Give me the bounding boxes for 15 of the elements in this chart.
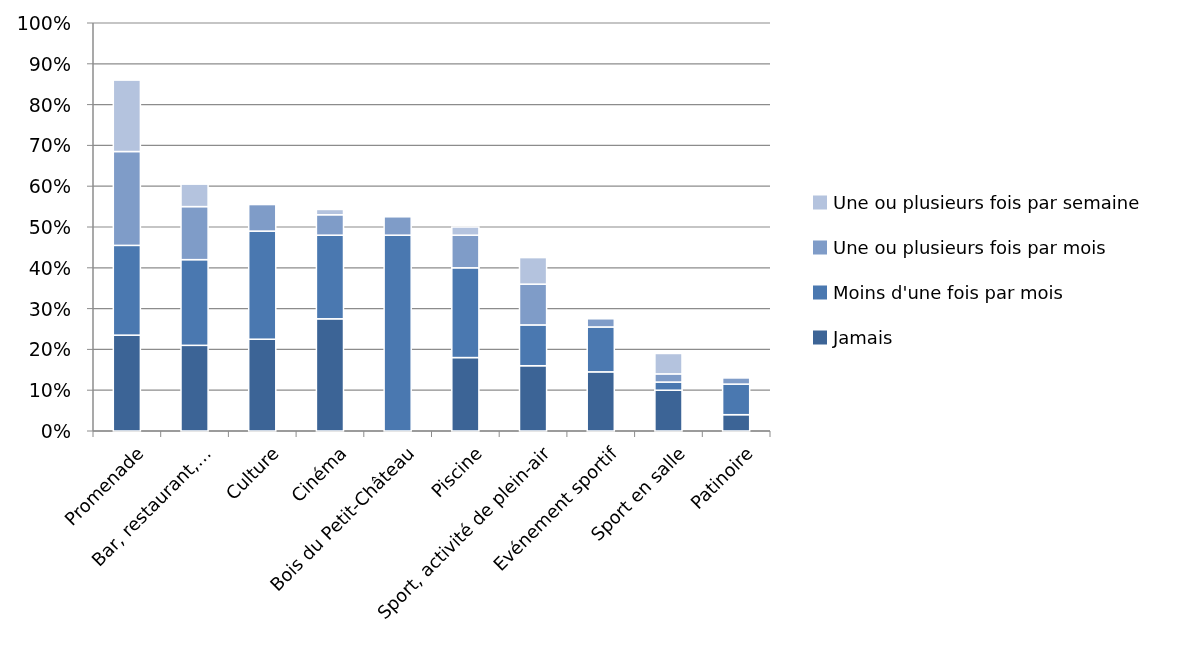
y-tick-label: 100% bbox=[16, 12, 71, 34]
y-tick-label: 20% bbox=[28, 338, 71, 361]
legend-label: Jamais bbox=[832, 327, 893, 348]
y-tick-label: 70% bbox=[28, 134, 71, 157]
y-tick-label: 0% bbox=[40, 420, 71, 442]
legend-label: Une ou plusieurs fois par semaine bbox=[833, 192, 1140, 213]
y-tick-label: 10% bbox=[28, 379, 71, 402]
y-tick-label: 30% bbox=[28, 297, 71, 320]
legend-label: Une ou plusieurs fois par mois bbox=[833, 237, 1106, 258]
legend-label: Moins d'une fois par mois bbox=[833, 282, 1063, 303]
y-tick-label: 40% bbox=[28, 256, 71, 279]
y-tick-label: 80% bbox=[28, 93, 71, 116]
y-tick-label: 50% bbox=[28, 216, 71, 238]
y-tick-label: 60% bbox=[28, 175, 71, 198]
y-tick-label: 90% bbox=[28, 52, 71, 75]
